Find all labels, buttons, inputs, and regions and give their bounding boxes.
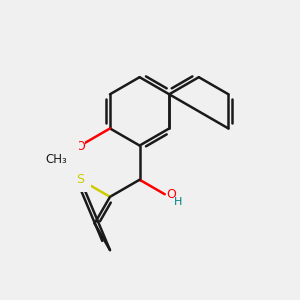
Text: O: O: [166, 188, 176, 201]
Text: CH₃: CH₃: [46, 153, 68, 166]
Text: H: H: [174, 197, 182, 207]
Text: S: S: [76, 173, 84, 186]
Text: O: O: [76, 140, 85, 153]
